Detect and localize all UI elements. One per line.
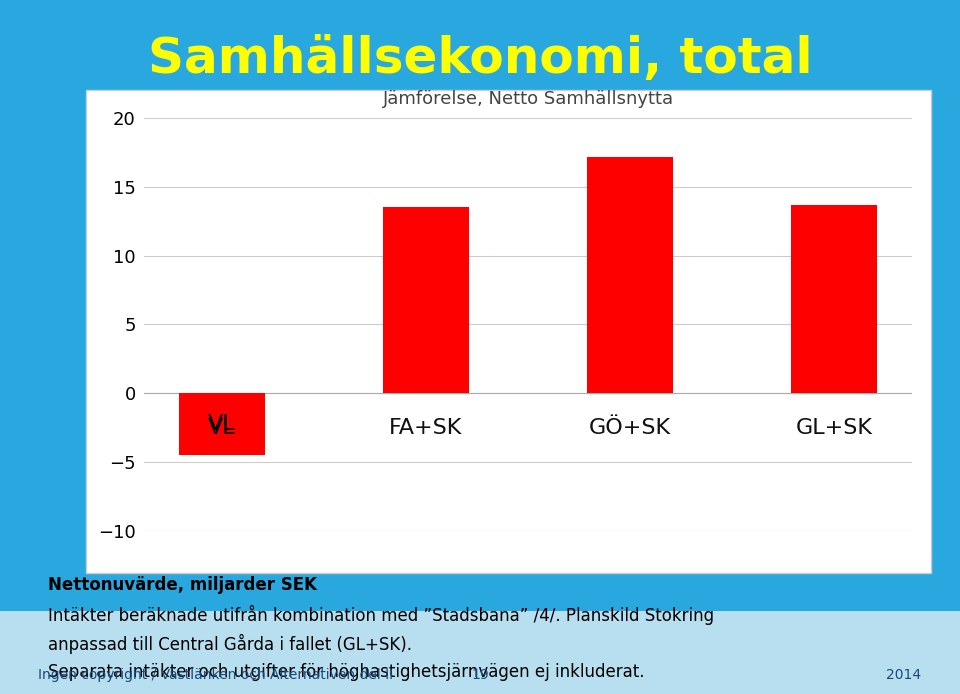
Bar <box>86 90 931 573</box>
Text: 19: 19 <box>471 668 489 682</box>
Bar <box>588 157 673 393</box>
Text: Nettonuvärde, miljarder SEK: Nettonuvärde, miljarder SEK <box>48 576 317 594</box>
Bar <box>383 208 468 393</box>
Bar <box>179 393 265 455</box>
Text: Intäkter beräknade utifrån kombination med ”Stadsbana” /4/. Planskild Stokring: Intäkter beräknade utifrån kombination m… <box>48 605 714 625</box>
Text: Separata intäkter och utgifter för höghastighetsjärnvägen ej inkluderat.: Separata intäkter och utgifter för högha… <box>48 663 644 682</box>
Text: Samhällsekonomi, total: Samhällsekonomi, total <box>148 35 812 83</box>
Bar <box>0 611 960 694</box>
Text: FA+SK: FA+SK <box>389 418 463 438</box>
Bar <box>0 0 960 611</box>
Text: VL: VL <box>208 414 235 434</box>
Text: VL: VL <box>208 418 235 438</box>
Text: GÖ+SK: GÖ+SK <box>589 418 671 438</box>
Text: Ingen copyright / Västlänken och Alternativen del II: Ingen copyright / Västlänken och Alterna… <box>38 668 394 682</box>
Text: GL+SK: GL+SK <box>796 418 873 438</box>
Text: 2014: 2014 <box>886 668 922 682</box>
Text: anpassad till Central Gårda i fallet (GL+SK).: anpassad till Central Gårda i fallet (GL… <box>48 634 412 654</box>
Bar <box>791 205 877 393</box>
Title: Jämförelse, Netto Samhällsnytta: Jämförelse, Netto Samhällsnytta <box>382 90 674 108</box>
